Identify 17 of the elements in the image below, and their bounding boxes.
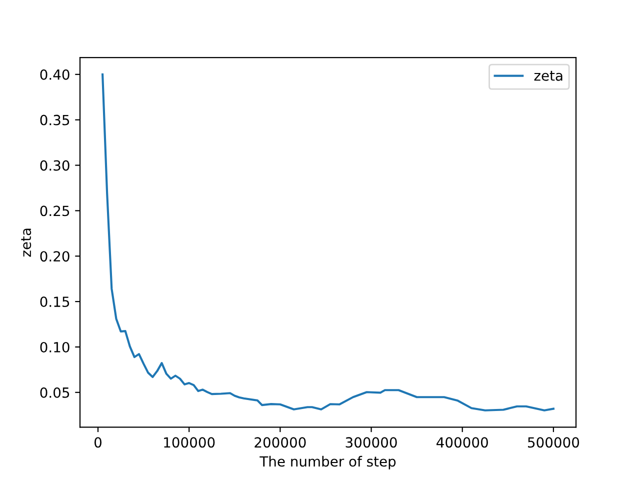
y-axis-title: zeta [21, 228, 32, 257]
x-tick-label: 200000 [254, 437, 306, 448]
y-tick-label: 0.40 [40, 69, 70, 80]
x-tick-label: 500000 [528, 437, 580, 448]
y-tick-label: 0.35 [40, 114, 70, 126]
x-tick-label: 400000 [436, 437, 488, 448]
y-tick-label: 0.25 [40, 206, 70, 216]
legend-label: zeta [534, 70, 562, 81]
x-tick-label: 300000 [346, 437, 397, 448]
y-tick-label: 0.30 [40, 160, 70, 171]
x-tick-label: 100000 [164, 437, 215, 448]
y-tick-label: 0.20 [40, 251, 70, 262]
x-axis-title: The number of step [260, 456, 396, 470]
y-tick-label: 0.10 [40, 342, 70, 352]
y-tick-label: 0.05 [40, 387, 70, 398]
y-tick-label: 0.15 [40, 296, 70, 308]
x-tick-label: 0 [94, 437, 102, 448]
